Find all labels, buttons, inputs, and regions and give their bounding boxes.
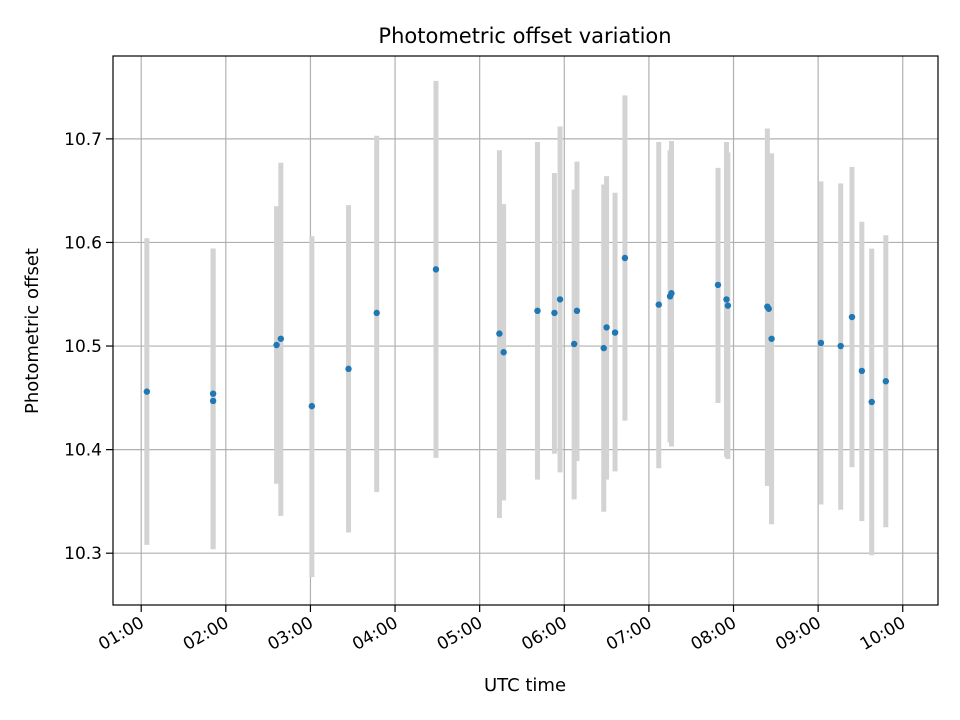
data-point <box>570 340 578 348</box>
x-axis-label: UTC time <box>484 675 566 696</box>
data-point <box>556 296 564 303</box>
data-point <box>817 339 825 347</box>
y-axis-label: Photometric offset <box>22 248 43 414</box>
y-tick-label: 10.5 <box>64 337 102 357</box>
data-point <box>209 397 217 405</box>
data-point <box>573 307 581 315</box>
data-point <box>432 266 440 273</box>
data-point <box>373 309 380 317</box>
data-point <box>603 324 610 331</box>
data-point <box>600 344 607 352</box>
y-tick-label: 10.6 <box>64 233 102 253</box>
data-point <box>724 302 732 309</box>
data-point <box>308 402 316 410</box>
data-point <box>496 330 503 337</box>
y-axis-ticks: 10.3 10.4 10.5 10.6 10.7 <box>64 130 113 564</box>
data-point <box>621 254 629 262</box>
data-point <box>655 301 662 308</box>
data-point <box>882 378 890 385</box>
data-point <box>723 296 730 303</box>
data-point <box>848 313 856 321</box>
data-point <box>668 290 675 297</box>
y-tick-label: 10.3 <box>64 544 102 564</box>
y-tick-label: 10.4 <box>64 441 102 461</box>
data-point <box>209 390 217 397</box>
data-point <box>858 367 866 375</box>
data-point <box>277 335 285 342</box>
data-point <box>534 307 541 315</box>
data-point <box>273 341 280 349</box>
data-point <box>768 335 775 342</box>
data-point <box>500 349 507 356</box>
data-point <box>868 398 875 406</box>
grid-layer <box>113 56 938 605</box>
data-point <box>714 281 722 289</box>
data-point <box>143 388 151 395</box>
plot-frame <box>112 55 939 606</box>
data-point <box>765 305 772 312</box>
point-layer <box>143 254 890 410</box>
data-point <box>345 365 352 373</box>
data-point <box>611 329 619 336</box>
data-point <box>837 342 844 350</box>
chart-title: Photometric offset variation <box>378 24 671 48</box>
data-point <box>551 309 558 317</box>
y-tick-label: 10.7 <box>64 130 102 150</box>
